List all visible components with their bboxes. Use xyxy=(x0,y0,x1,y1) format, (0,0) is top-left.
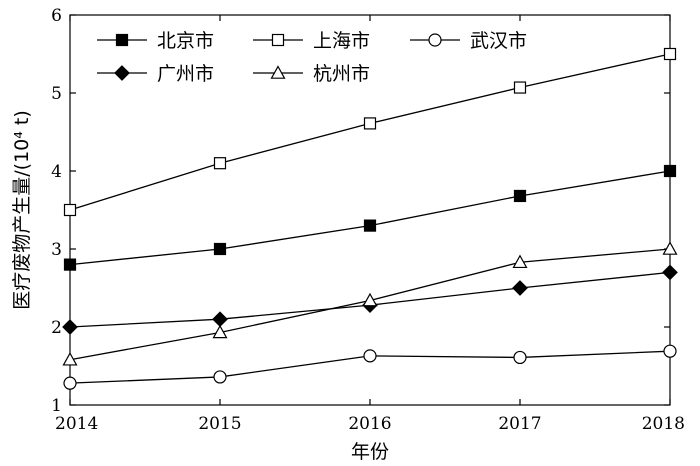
y-tick-label: 2 xyxy=(51,318,62,338)
series-lines xyxy=(69,53,671,384)
x-axis-title: 年份 xyxy=(351,441,389,463)
legend-label: 杭州市 xyxy=(313,63,370,85)
x-tick-label: 2018 xyxy=(642,414,685,434)
series-line-1 xyxy=(69,170,671,266)
data-point-s2-2017 xyxy=(513,81,527,94)
data-point-s4-2015 xyxy=(212,311,228,328)
data-point-s5-2017 xyxy=(512,254,528,269)
legend-label: 武汉市 xyxy=(470,30,527,52)
data-point-s1-2016 xyxy=(363,219,377,232)
data-point-s4-2017 xyxy=(512,280,528,296)
data-point-s5-2014 xyxy=(62,352,78,366)
data-point-s2-2016 xyxy=(363,117,377,130)
legend-marker xyxy=(270,65,286,79)
legend-marker xyxy=(115,33,129,47)
data-point-s5-2015 xyxy=(212,324,228,339)
series-markers xyxy=(62,47,678,390)
y-tick-label: 1 xyxy=(51,396,62,416)
data-point-s4-2018 xyxy=(662,264,678,281)
y-axis-title: 医疗废物产生量/(10⁴ t) xyxy=(11,110,33,310)
data-point-s3-2018 xyxy=(663,344,677,358)
y-tick-label: 5 xyxy=(51,84,62,104)
data-point-s1-2014 xyxy=(63,258,77,271)
x-tick-label: 2017 xyxy=(498,414,541,434)
legend-marker xyxy=(114,65,130,81)
y-tick-label: 3 xyxy=(51,240,62,260)
x-tick-label: 2016 xyxy=(348,414,391,434)
y-tick-label: 6 xyxy=(51,6,62,26)
data-point-s2-2014 xyxy=(63,203,77,217)
data-point-s1-2015 xyxy=(213,242,227,256)
data-point-s2-2015 xyxy=(213,157,227,170)
data-point-s3-2016 xyxy=(363,349,377,363)
legend-label: 上海市 xyxy=(313,30,370,52)
y-tick-label: 4 xyxy=(51,162,62,182)
axis-tick-labels: 1 2 3 4 5 6 2014 2015 2016 2017 2018 xyxy=(51,6,685,434)
data-point-s3-2015 xyxy=(213,370,227,384)
x-tick-label: 2015 xyxy=(198,414,241,434)
axis-ticks xyxy=(69,14,671,406)
legend-marker xyxy=(271,33,285,47)
data-point-s5-2018 xyxy=(662,241,678,255)
legend-label: 广州市 xyxy=(157,63,214,85)
data-point-s2-2018 xyxy=(663,47,677,61)
data-point-s3-2017 xyxy=(513,350,527,365)
x-tick-label: 2014 xyxy=(55,414,98,434)
data-point-s1-2018 xyxy=(663,164,677,178)
data-point-s1-2017 xyxy=(513,189,527,203)
legend-label: 北京市 xyxy=(157,30,214,52)
data-point-s3-2014 xyxy=(63,376,77,390)
data-point-s4-2014 xyxy=(62,319,78,335)
legend-marker xyxy=(428,33,442,47)
data-point-s5-2016 xyxy=(362,292,378,307)
